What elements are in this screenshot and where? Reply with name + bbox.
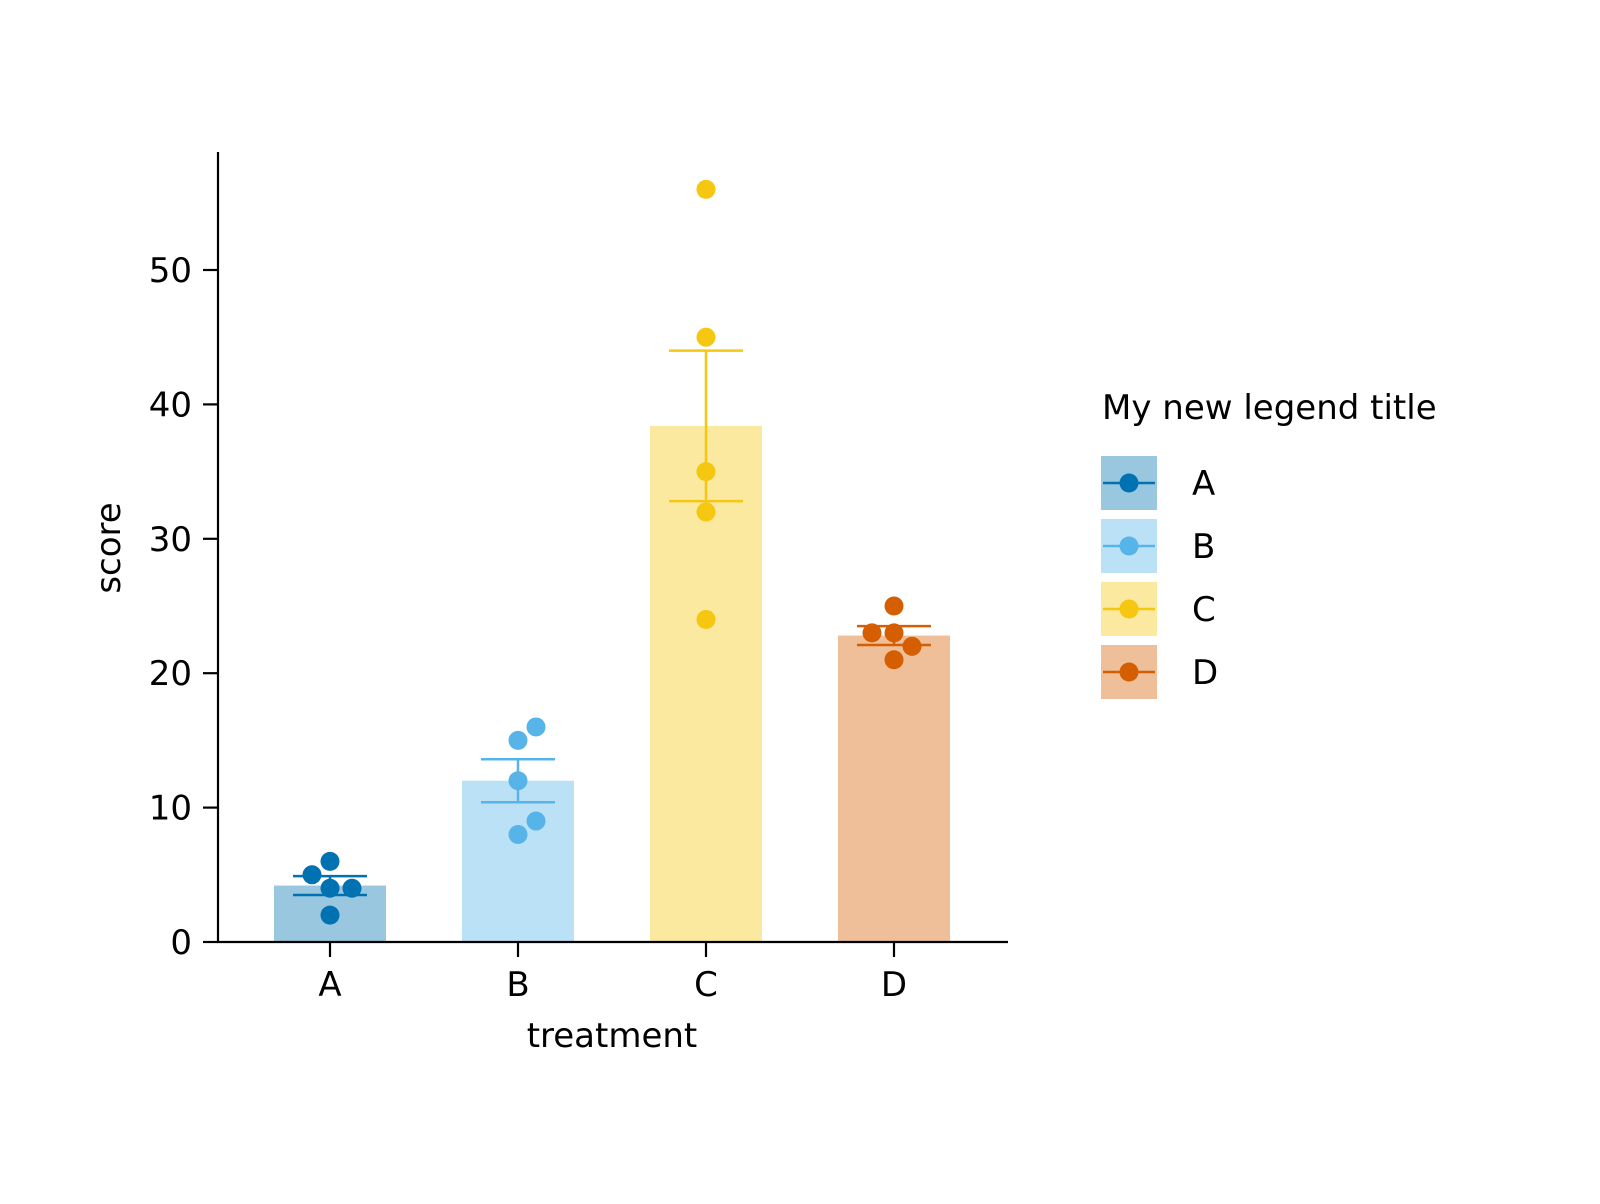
point-a xyxy=(320,905,340,925)
point-c xyxy=(696,462,716,482)
point-d xyxy=(862,623,882,643)
legend-title: My new legend title xyxy=(1102,388,1437,428)
bar-d xyxy=(838,635,950,942)
point-a xyxy=(320,851,340,871)
point-d xyxy=(884,596,904,616)
legend-item-c: C xyxy=(1101,582,1216,636)
points-layer xyxy=(302,179,922,925)
point-c xyxy=(696,179,716,199)
y-tick-label: 40 xyxy=(149,385,192,425)
point-d xyxy=(902,636,922,656)
point-d xyxy=(884,650,904,670)
x-tick-label: C xyxy=(694,965,718,1005)
point-b xyxy=(508,824,528,844)
legend-marker-b xyxy=(1119,536,1139,556)
point-b xyxy=(526,811,546,831)
errorbars-layer xyxy=(293,349,931,897)
x-tick-label: D xyxy=(881,965,907,1005)
point-b xyxy=(508,771,528,791)
legend-item-a: A xyxy=(1101,456,1215,510)
y-tick-label: 30 xyxy=(149,520,192,560)
legend-marker-c xyxy=(1119,599,1139,619)
legend-label-d: D xyxy=(1192,653,1218,693)
y-tick-label: 50 xyxy=(149,251,192,291)
legend-item-b: B xyxy=(1101,519,1215,573)
y-axis-label: score xyxy=(89,502,129,593)
y-tick-label: 0 xyxy=(170,923,192,963)
x-axis-label: treatment xyxy=(527,1016,698,1056)
point-a xyxy=(320,878,340,898)
point-b xyxy=(526,717,546,737)
legend-marker-a xyxy=(1119,473,1139,493)
legend-item-d: D xyxy=(1101,645,1218,699)
point-c xyxy=(696,502,716,522)
legend-label-c: C xyxy=(1192,590,1216,630)
bars-layer xyxy=(274,425,950,942)
x-tick-label: B xyxy=(506,965,529,1005)
x-tick-label: A xyxy=(318,965,341,1005)
bar-b xyxy=(462,780,574,942)
point-a xyxy=(342,878,362,898)
legend-label-b: B xyxy=(1192,527,1215,567)
y-tick-label: 10 xyxy=(149,789,192,829)
y-tick-label: 20 xyxy=(149,654,192,694)
point-c xyxy=(696,327,716,347)
point-b xyxy=(508,730,528,750)
point-d xyxy=(884,623,904,643)
axes-layer: 0 10 20 30 40 50 A B C D xyxy=(149,152,1008,1005)
point-c xyxy=(696,609,716,629)
legend-label-a: A xyxy=(1192,464,1215,504)
point-a xyxy=(302,865,322,885)
legend-marker-d xyxy=(1119,662,1139,682)
